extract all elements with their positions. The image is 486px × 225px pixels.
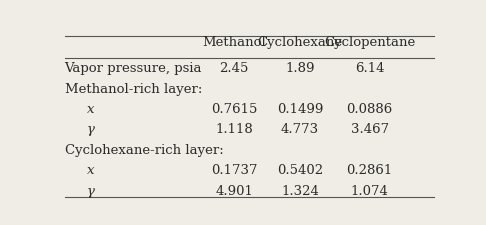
- Text: Cyclohexane-rich layer:: Cyclohexane-rich layer:: [65, 144, 223, 157]
- Text: Cyclohexane: Cyclohexane: [258, 36, 343, 49]
- Text: 1.324: 1.324: [281, 185, 319, 198]
- Text: 1.074: 1.074: [351, 185, 388, 198]
- Text: Vapor pressure, psia: Vapor pressure, psia: [65, 62, 202, 75]
- Text: 1.118: 1.118: [215, 123, 253, 136]
- Text: 0.1737: 0.1737: [211, 164, 257, 177]
- Text: 0.2861: 0.2861: [347, 164, 393, 177]
- Text: 0.0886: 0.0886: [347, 103, 393, 116]
- Text: x: x: [87, 164, 95, 177]
- Text: γ: γ: [87, 185, 95, 198]
- Text: 4.773: 4.773: [281, 123, 319, 136]
- Text: Methanol: Methanol: [202, 36, 266, 49]
- Text: 3.467: 3.467: [350, 123, 389, 136]
- Text: x: x: [87, 103, 95, 116]
- Text: 2.45: 2.45: [219, 62, 249, 75]
- Text: 4.901: 4.901: [215, 185, 253, 198]
- Text: 0.1499: 0.1499: [277, 103, 323, 116]
- Text: 0.5402: 0.5402: [277, 164, 323, 177]
- Text: 0.7615: 0.7615: [211, 103, 257, 116]
- Text: 1.89: 1.89: [285, 62, 314, 75]
- Text: Methanol-rich layer:: Methanol-rich layer:: [65, 83, 202, 96]
- Text: 6.14: 6.14: [355, 62, 384, 75]
- Text: Cyclopentane: Cyclopentane: [324, 36, 415, 49]
- Text: γ: γ: [87, 123, 95, 136]
